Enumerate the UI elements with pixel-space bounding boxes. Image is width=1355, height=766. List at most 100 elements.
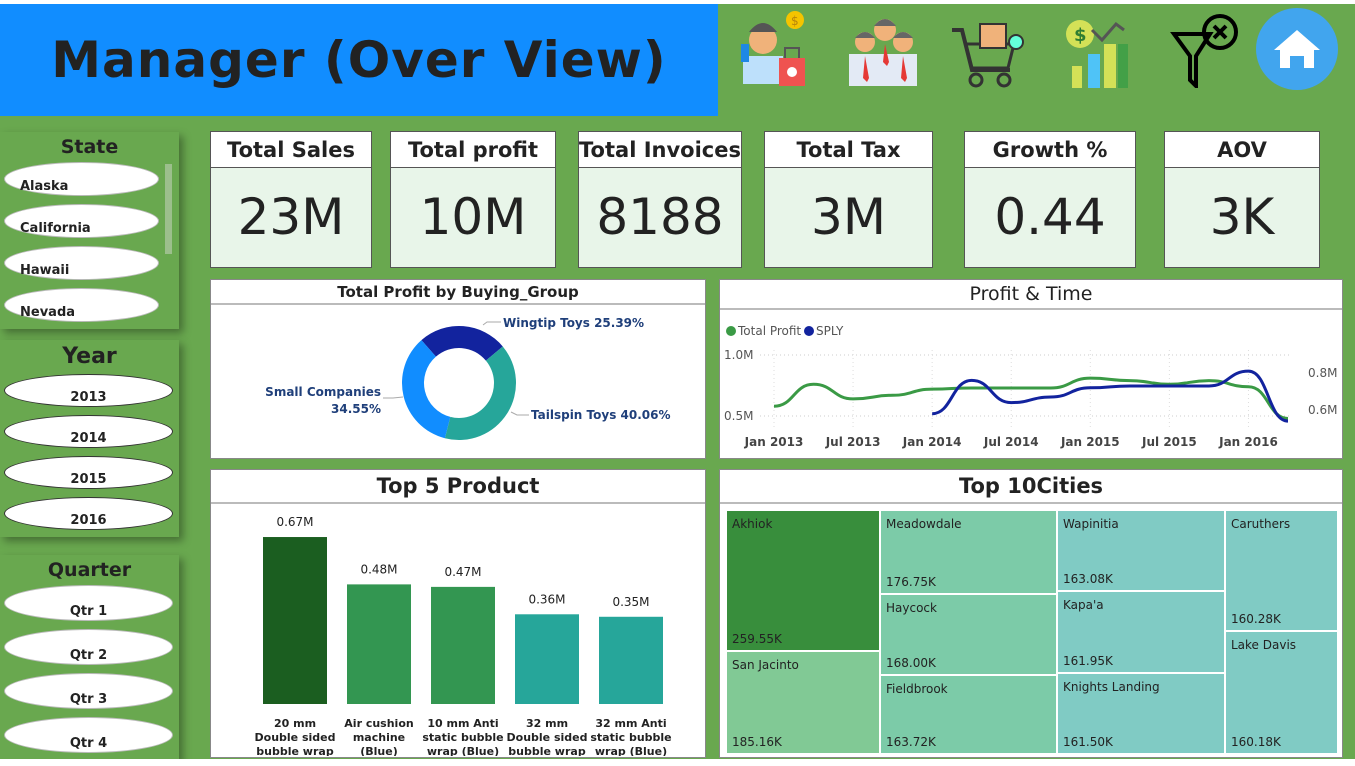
treemap-tile[interactable]: Knights Landing 161.50K <box>1057 673 1225 754</box>
city-value: 163.72K <box>886 735 936 749</box>
city-name: Caruthers <box>1231 517 1291 531</box>
x-category-label: wrap (Blue) <box>427 745 499 756</box>
clear-filter-icon[interactable] <box>1170 8 1246 91</box>
bar-value-label: 0.48M <box>360 562 397 576</box>
shopping-cart-icon[interactable] <box>948 8 1024 88</box>
bar <box>263 537 327 704</box>
kpi-label: Growth % <box>965 132 1135 168</box>
kpi-total-invoices: Total Invoices 8188 <box>578 131 742 268</box>
treemap-tile[interactable]: Fieldbrook 163.72K <box>880 675 1057 754</box>
x-category-label: 32 mm Anti <box>595 717 666 730</box>
x-category-label: Air cushion <box>344 717 413 730</box>
x-tick: Jul 2014 <box>983 435 1039 449</box>
bar-value-label: 0.67M <box>276 515 313 529</box>
year-option-2014[interactable]: 2014 <box>4 415 173 448</box>
year-option-2015[interactable]: 2015 <box>4 456 173 489</box>
state-scrollbar[interactable] <box>165 164 172 254</box>
state-option-california[interactable]: California <box>4 204 159 238</box>
x-category-label: bubble wrap <box>508 745 586 756</box>
x-category-label: Double sided <box>507 731 588 744</box>
state-slicer-title: State <box>60 136 119 158</box>
chart-title: Top 5 Product <box>211 470 705 504</box>
kpi-aov: AOV 3K <box>1164 131 1320 268</box>
year-slicer-title: Year <box>62 344 117 369</box>
svg-text:$: $ <box>791 14 799 28</box>
home-button[interactable] <box>1256 8 1338 90</box>
line-chart: Total Profit SPLY 1.0M 0.5M 0.8M 0.6M Jan 2013… <box>724 324 1337 449</box>
city-name: Fieldbrook <box>886 682 948 696</box>
year-slicer: Year 2013 2014 2015 2016 <box>0 340 179 537</box>
x-tick: Jan 2015 <box>1060 435 1120 449</box>
bar-value-label: 0.47M <box>444 565 481 579</box>
x-tick: Jan 2013 <box>744 435 804 449</box>
city-name: Lake Davis <box>1231 638 1297 652</box>
donut-chart: Wingtip Toys 25.39% Tailspin Toys 40.06% S… <box>265 316 671 440</box>
x-category-label: wrap (Blue) <box>595 745 667 756</box>
x-category-label: Double sided <box>255 731 336 744</box>
kpi-value: 3M <box>811 188 886 246</box>
customer-shopping-icon[interactable]: $ <box>735 8 811 88</box>
treemap-tile[interactable]: Wapinitia 163.08K <box>1057 510 1225 591</box>
y-tick-right: 0.8M <box>1308 366 1337 380</box>
quarter-option-qtr3[interactable]: Qtr 3 <box>4 673 173 709</box>
state-option-alaska[interactable]: Alaska <box>4 162 159 196</box>
treemap-tile[interactable]: Meadowdale 176.75K <box>880 510 1057 594</box>
leader-line <box>383 396 404 399</box>
chart-title: Top 10Cities <box>720 470 1342 504</box>
donut-slice <box>444 346 516 440</box>
year-option-2013[interactable]: 2013 <box>4 374 173 407</box>
state-option-hawaii[interactable]: Hawaii <box>4 246 159 280</box>
treemap-tile[interactable]: San Jacinto 185.16K <box>726 651 880 754</box>
treemap-tile[interactable]: Kapa'a 161.95K <box>1057 591 1225 673</box>
city-name: Kapa'a <box>1063 598 1104 612</box>
treemap: Akhiok 259.55K San Jacinto 185.16K Meadowdal… <box>726 510 1338 754</box>
y-tick-left: 1.0M <box>724 348 753 362</box>
state-option-nevada[interactable]: Nevada <box>4 288 159 322</box>
treemap-tile[interactable]: Caruthers 160.28K <box>1225 510 1338 631</box>
treemap-tile[interactable]: Lake Davis 160.18K <box>1225 631 1338 754</box>
city-value: 176.75K <box>886 575 936 589</box>
city-value: 161.50K <box>1063 735 1113 749</box>
x-tick: Jul 2013 <box>825 435 881 449</box>
kpi-value: 0.44 <box>994 188 1106 246</box>
svg-text:$: $ <box>1074 25 1087 46</box>
bar <box>431 586 495 704</box>
top-cities-card: Top 10Cities Akhiok 259.55K San Jacinto 185… <box>719 469 1343 758</box>
x-category-label: static bubble <box>590 731 671 744</box>
x-category-label: static bubble <box>422 731 503 744</box>
state-slicer: State Alaska California Hawaii Nevada <box>0 132 179 329</box>
legend-label: SPLY <box>816 324 844 338</box>
kpi-value: 23M <box>237 188 345 246</box>
leader-line <box>510 411 529 416</box>
slice-label: Tailspin Toys 40.06% <box>531 408 671 422</box>
city-name: Meadowdale <box>886 517 962 531</box>
quarter-option-qtr2[interactable]: Qtr 2 <box>4 629 173 665</box>
city-value: 160.18K <box>1231 735 1281 749</box>
city-value: 168.00K <box>886 656 936 670</box>
top-products-card: Top 5 Product 0.67M 20 mm Double sided bubb… <box>210 469 706 766</box>
quarter-option-qtr4[interactable]: Qtr 4 <box>4 717 173 753</box>
treemap-tile[interactable]: Haycock 168.00K <box>880 594 1057 675</box>
kpi-label: Total Tax <box>765 132 932 168</box>
series-line-total-profit <box>773 376 1289 420</box>
team-icon[interactable] <box>845 8 921 88</box>
year-option-2016[interactable]: 2016 <box>4 497 173 530</box>
donut-slice <box>421 326 503 361</box>
finance-growth-icon[interactable]: $ <box>1062 8 1138 88</box>
profit-time-card: Profit & Time Total Profit SPLY 1.0M 0.5M 0.… <box>719 279 1343 459</box>
kpi-total-tax: Total Tax 3M <box>764 131 933 268</box>
series-line-sply <box>931 369 1289 423</box>
bar-value-label: 0.35M <box>612 595 649 609</box>
treemap-tile[interactable]: Akhiok 259.55K <box>726 510 880 651</box>
city-name: Haycock <box>886 601 937 615</box>
y-tick-right: 0.6M <box>1308 403 1337 417</box>
chart-title: Profit & Time <box>720 280 1342 310</box>
kpi-label: Total profit <box>391 132 555 168</box>
kpi-value: 8188 <box>596 188 724 246</box>
quarter-option-qtr1[interactable]: Qtr 1 <box>4 585 173 621</box>
x-tick: Jan 2016 <box>1218 435 1278 449</box>
donut-slice <box>402 340 451 439</box>
x-category-label: machine <box>353 731 405 744</box>
city-value: 161.95K <box>1063 654 1113 668</box>
